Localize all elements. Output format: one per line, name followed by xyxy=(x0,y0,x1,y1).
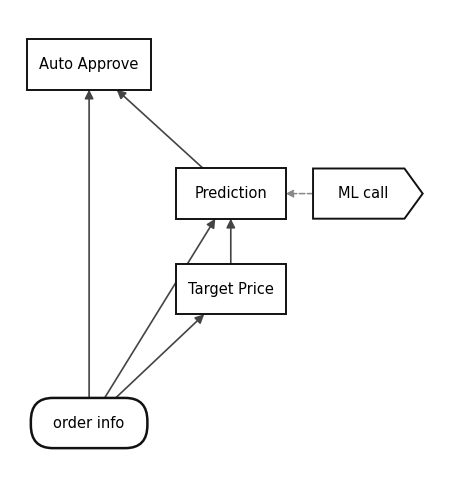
Text: Target Price: Target Price xyxy=(188,282,274,297)
FancyBboxPatch shape xyxy=(176,264,286,315)
Text: order info: order info xyxy=(53,415,125,431)
Text: Prediction: Prediction xyxy=(194,186,267,201)
FancyBboxPatch shape xyxy=(27,40,151,90)
FancyBboxPatch shape xyxy=(31,398,147,448)
Text: ML call: ML call xyxy=(338,186,388,201)
FancyBboxPatch shape xyxy=(176,169,286,219)
Polygon shape xyxy=(313,169,423,219)
Text: Auto Approve: Auto Approve xyxy=(39,57,139,72)
